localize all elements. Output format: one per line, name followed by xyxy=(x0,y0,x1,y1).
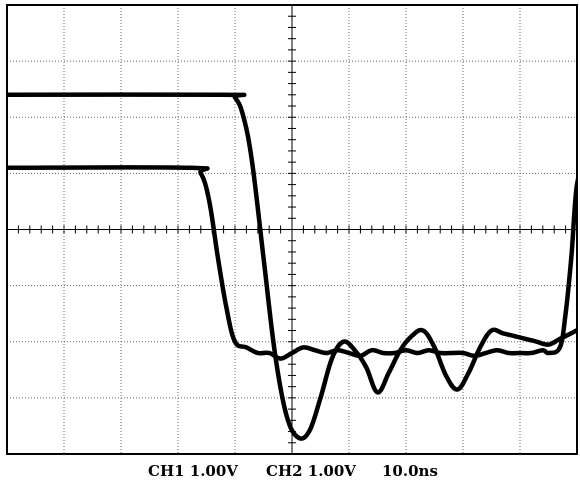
timebase-readout: 10.0ns xyxy=(382,462,438,480)
waveform-trace-2 xyxy=(7,165,577,361)
scope-grid xyxy=(7,5,577,454)
ch1-scale-readout: CH1 1.00V xyxy=(148,462,238,480)
waveform-trace-1 xyxy=(7,92,577,441)
waveform-traces xyxy=(7,92,577,441)
ch2-scale-readout: CH2 1.00V xyxy=(266,462,356,480)
screen-border xyxy=(6,4,578,455)
